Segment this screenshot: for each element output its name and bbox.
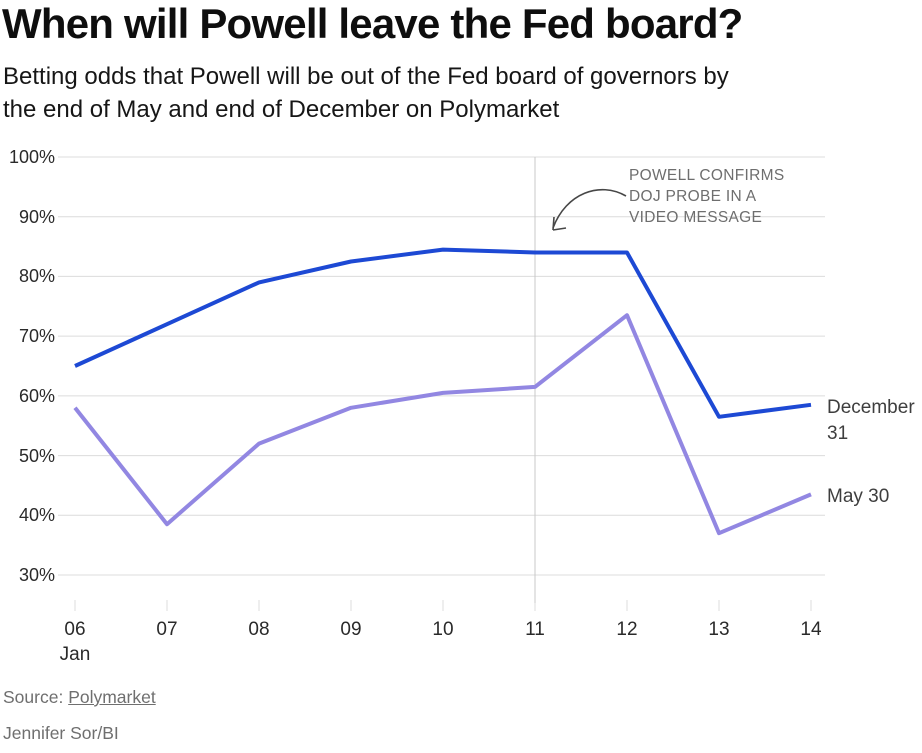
x-axis-label: 06	[64, 619, 86, 640]
source-line: Source: Polymarket	[3, 687, 156, 708]
y-axis-label: 40%	[18, 505, 55, 526]
annotation-line: DOJ PROBE IN A	[629, 188, 757, 205]
annotation-arrow	[552, 188, 627, 229]
page-title: When will Powell leave the Fed board?	[2, 0, 743, 47]
x-axis-label: 13	[708, 619, 730, 640]
annotation-arrowhead	[552, 216, 567, 231]
y-axis-label: 80%	[18, 266, 55, 287]
x-axis-label: 14	[800, 619, 822, 640]
chart-subtitle: Betting odds that Powell will be out of …	[3, 60, 913, 126]
y-axis-label: 90%	[18, 206, 55, 227]
y-axis-label: 60%	[18, 385, 55, 406]
credit-line: Jennifer Sor/BI	[3, 723, 119, 743]
y-axis-label: 100%	[8, 147, 55, 167]
x-axis-label: 09	[340, 619, 362, 640]
y-axis-label: 50%	[18, 445, 55, 466]
series-line-december-31	[74, 247, 812, 419]
x-axis-label: 12	[616, 619, 638, 640]
series-label-line: May 30	[827, 486, 890, 508]
series-line-may-30	[73, 313, 812, 536]
series-label-line: December	[827, 396, 915, 418]
x-axis-month-label: Jan	[59, 644, 91, 665]
source-label: Source:	[3, 687, 64, 707]
subtitle-line: Betting odds that Powell will be out of …	[3, 63, 729, 90]
subtitle-line: the end of May and end of December on Po…	[3, 96, 560, 123]
series-label-december-31: December 31	[827, 395, 922, 447]
series-label-may-30: May 30	[827, 484, 922, 510]
annotation-callout: POWELL CONFIRMS DOJ PROBE IN A VIDEO MES…	[629, 165, 839, 228]
y-axis-label: 30%	[18, 565, 55, 585]
x-axis-label: 11	[525, 619, 545, 640]
x-axis-label: 08	[248, 619, 270, 640]
y-axis-label: 70%	[18, 326, 55, 347]
x-axis-label: 10	[432, 619, 454, 640]
series-label-line: 31	[827, 422, 849, 444]
annotation-line: POWELL CONFIRMS	[629, 167, 785, 184]
x-axis-label: 07	[156, 619, 178, 640]
source-link[interactable]: Polymarket	[68, 687, 156, 707]
annotation-line: VIDEO MESSAGE	[629, 209, 763, 226]
